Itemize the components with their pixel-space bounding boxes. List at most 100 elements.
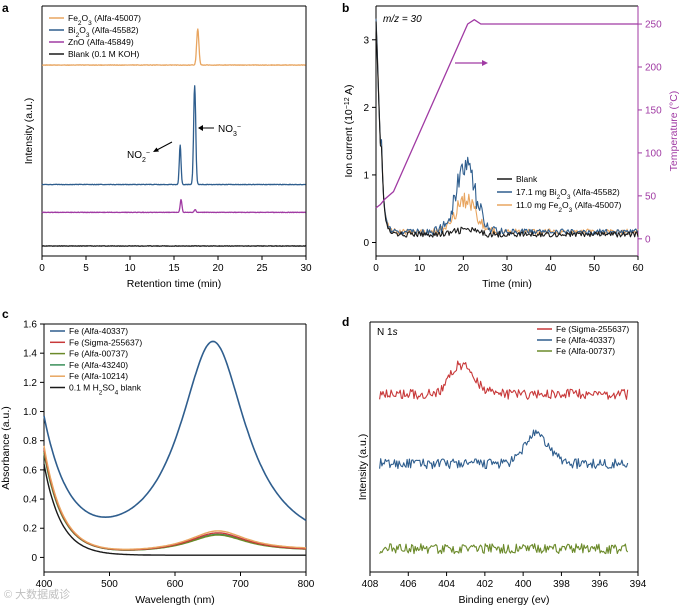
panel-b-x-tick-label: 40 <box>545 263 557 274</box>
panel-d-title: N 1s <box>377 327 398 338</box>
panel-c-series-3 <box>43 452 307 551</box>
panel-c-y-tick-label: 1.4 <box>23 349 37 360</box>
panel-a-series-2 <box>41 198 306 214</box>
panel-b-y-axis-label: Ion current (10−12 A) <box>343 84 355 177</box>
panel-d-chart: d 408 406 404 402 400 398 396 394 Binding energy … <box>342 315 647 605</box>
panel-d-x-tick-label: 396 <box>591 579 608 590</box>
panel-d-x-tick-label: 402 <box>477 579 494 590</box>
panel-c-series-5 <box>43 463 306 556</box>
panel-b-letter: b <box>342 1 349 15</box>
panel-c-y-tick-label: 0 <box>31 553 37 564</box>
panel-b-x-axis-label: Time (min) <box>482 278 532 290</box>
panel-b-y-tick-label: 0 <box>363 238 369 249</box>
panel-b-x-tick-label: 0 <box>373 263 379 274</box>
panel-a-annotation-no2: NO2− <box>127 150 150 164</box>
panel-b-y2-tick-label: 100 <box>645 148 662 159</box>
panel-b-x-tick-label: 50 <box>589 263 601 274</box>
panel-c-legend-label: 0.1 M H2SO4 blank <box>69 383 142 397</box>
panel-d-x-tick-label: 398 <box>553 579 570 590</box>
panel-c-series-1 <box>43 448 307 551</box>
panel-a-legend-label: Bi2O3 (Alfa-45582) <box>68 25 139 39</box>
panel-a-x-tick-label: 25 <box>256 263 268 274</box>
panel-b-y2-tick-label: 0 <box>645 234 651 245</box>
panel-d-legend-label: Fe (Sigma-255637) <box>556 324 629 334</box>
panel-d-legend-label: Fe (Alfa-00737) <box>556 346 615 356</box>
panel-c-legend-label: Fe (Alfa-10214) <box>69 371 128 381</box>
panel-d-x-tick-label: 400 <box>515 579 532 590</box>
panel-a-legend-label: Fe2O3 (Alfa-45007) <box>68 13 141 27</box>
panel-b-x-tick-label: 20 <box>458 263 470 274</box>
panel-b-legend-label: 11.0 mg Fe2O3 (Alfa-45007) <box>516 200 622 214</box>
panel-c-legend-label: Fe (Alfa-40337) <box>69 326 128 336</box>
panel-b-y2-tick-label: 150 <box>645 105 662 116</box>
panel-d-y-axis-label: Intensity (a.u.) <box>357 434 369 501</box>
panel-c-y-tick-label: 0.8 <box>23 436 37 447</box>
panel-c-legend-label: Fe (Alfa-00737) <box>69 349 128 359</box>
panel-d-legend-label: Fe (Alfa-40337) <box>556 335 615 345</box>
panel-a-x-tick-label: 0 <box>39 263 45 274</box>
panel-b-temperature-line <box>375 19 638 209</box>
panel-c-x-tick-label: 700 <box>232 579 249 590</box>
panel-c-series-4 <box>43 445 306 550</box>
panel-a-legend-label: ZnO (Alfa-45849) <box>68 37 134 47</box>
panel-b-legend-label: 17.1 mg Bi2O3 (Alfa-45582) <box>516 187 620 201</box>
panel-a-arrow-no2 <box>154 141 173 152</box>
panel-a-x-tick-label: 30 <box>300 263 312 274</box>
panel-c-letter: c <box>2 307 9 321</box>
panel-a-legend-label: Blank (0.1 M KOH) <box>68 49 139 59</box>
panel-a-x-tick-label: 10 <box>124 263 136 274</box>
panel-c-y-tick-label: 0.2 <box>23 524 37 535</box>
panel-b-y2-tick-label: 50 <box>645 191 657 202</box>
panel-a-y-axis-label: Intensity (a.u.) <box>23 98 35 165</box>
panel-c-y-tick-label: 1.6 <box>23 320 37 331</box>
panel-d-x-tick-label: 404 <box>438 579 455 590</box>
panel-d-series-1 <box>379 429 629 470</box>
panel-b-temperature-arrowhead <box>482 60 488 66</box>
panel-a-arrowhead-no3 <box>198 125 203 131</box>
panel-b-y2-tick-label: 200 <box>645 62 662 73</box>
panel-c-x-tick-label: 500 <box>101 579 118 590</box>
panel-c-legend-label: Fe (Alfa-43240) <box>69 360 128 370</box>
panel-c-x-tick-label: 800 <box>298 579 315 590</box>
panel-a-x-axis-label: Retention time (min) <box>127 278 222 290</box>
panel-c-legend-label: Fe (Sigma-255637) <box>69 337 142 347</box>
panel-b-x-tick-label: 10 <box>414 263 426 274</box>
panel-d-x-tick-label: 408 <box>362 579 379 590</box>
panel-a-annotation-no3: NO3− <box>218 124 241 138</box>
panel-a-x-tick-label: 15 <box>168 263 180 274</box>
panel-a-x-tick-label: 5 <box>83 263 89 274</box>
panel-b-y2-axis-label: Temperature (°C) <box>668 91 680 172</box>
panel-a-x-tick-label: 20 <box>212 263 224 274</box>
panel-a-letter: a <box>2 1 9 15</box>
panel-a-series-1 <box>41 85 306 186</box>
panel-b-y-tick-label: 2 <box>363 103 369 114</box>
panel-a-chart: a 0 5 10 15 20 25 30 Retention time (min) Intensi… <box>2 1 312 290</box>
panel-b-y-tick-label: 1 <box>363 170 369 181</box>
panel-b-y2-tick-label: 250 <box>645 20 662 31</box>
panel-c-y-tick-label: 1.0 <box>23 407 37 418</box>
panel-c-chart: c 400 500 600 700 800 Wavelength (nm) 0 0.2 0.4 0.… <box>0 307 315 605</box>
panel-c-series-2 <box>43 451 307 551</box>
panel-b-title: m/z = 30 <box>383 14 422 25</box>
panel-c-x-tick-label: 400 <box>36 579 53 590</box>
panel-d-x-tick-label: 406 <box>400 579 417 590</box>
panel-a-series-0 <box>41 28 306 66</box>
panel-c-y-axis-label: Absorbance (a.u.) <box>0 406 12 489</box>
panel-a-arrowhead-no2 <box>153 147 159 152</box>
panel-c-y-tick-label: 0.6 <box>23 465 37 476</box>
panel-b-legend-label: Blank <box>516 174 538 184</box>
panel-d-x-tick-label: 394 <box>630 579 647 590</box>
panel-b-y-tick-label: 3 <box>363 35 369 46</box>
panel-d-letter: d <box>342 315 349 329</box>
panel-b-series-0 <box>375 21 639 238</box>
panel-c-y-tick-label: 1.2 <box>23 378 37 389</box>
panel-d-series-0 <box>379 360 629 400</box>
panel-c-y-tick-label: 0.4 <box>23 495 37 506</box>
panel-b-x-tick-label: 30 <box>501 263 513 274</box>
panel-b-x-tick-label: 60 <box>632 263 644 274</box>
watermark-text: © 大数据威诊 <box>4 587 70 601</box>
panel-c-x-tick-label: 600 <box>167 579 184 590</box>
panel-c-series-0 <box>43 340 307 522</box>
